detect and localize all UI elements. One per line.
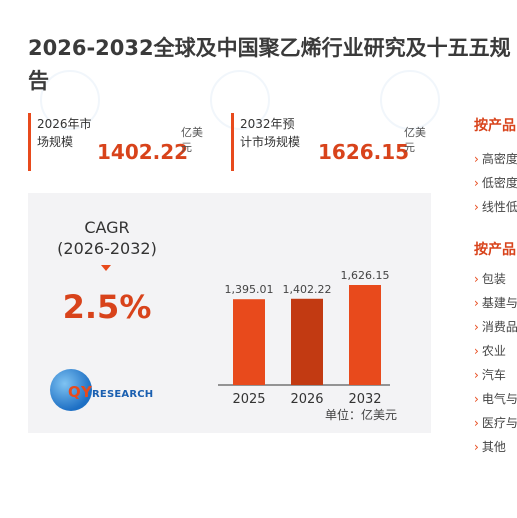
cagr-period: (2026-2032) [57,239,157,258]
sidebar-item-label: 低密度 [481,176,517,190]
sidebar-item-label: 其他 [481,440,506,454]
sidebar-item[interactable]: › 其他 [474,435,517,459]
stat-2026-market-size: 2026年市场规模 1402.22 亿美元 [28,113,223,171]
qyresearch-logo: QYRESEARCH [50,369,160,413]
sidebar-item[interactable]: › 低密度 [474,171,517,195]
sidebar-item-label: 汽车 [481,368,506,382]
sidebar-item[interactable]: › 高密度 [474,147,517,171]
page-title-line-2: 告 [28,69,49,93]
sidebar-section-application: 按产品 › 包装 › 基建与 › 消费品 › 农业 › 汽车 › 电气与 › 医疗与 › 其他 [474,239,517,459]
cagr-label: CAGR [84,218,130,237]
chevron-right-icon: › [474,152,479,166]
sidebar-item-label: 包装 [481,272,506,286]
page-title: 2026-2032全球及中国聚乙烯行业研究及十五五规 告 [28,32,517,98]
chevron-right-icon: › [474,368,479,382]
page-title-line-1: 2026-2032全球及中国聚乙烯行业研究及十五五规 [28,36,511,60]
sidebar-item-label: 基建与 [481,296,517,310]
chevron-right-icon: › [474,344,479,358]
stat-2032-forecast-market-size: 2032年预计市场规模 1626.15 亿美元 [231,113,441,171]
sidebar-heading: 按产品 [474,118,516,134]
sidebar-item[interactable]: › 农业 [474,339,517,363]
chart-data-label: 1,395.01 [225,283,274,296]
chart-category-label: 2026 [290,392,323,407]
sidebar-item-label: 高密度 [481,152,517,166]
sidebar-item[interactable]: › 线性低 [474,195,517,219]
cagr-block: CAGR (2026-2032) [52,217,162,259]
stat-value: 1402.22 [97,140,189,164]
logo-text: QYRESEARCH [68,383,153,401]
sidebar-item-label: 农业 [481,344,506,358]
sidebar-section-product-type: 按产品 › 高密度 › 低密度 › 线性低 [474,115,517,219]
sidebar-item-label: 医疗与 [481,416,517,430]
stat-value: 1626.15 [318,140,410,164]
stat-label: 2032年预计市场规模 [240,117,301,149]
chevron-right-icon: › [474,416,479,430]
stat-label: 2026年市场规模 [37,117,92,149]
chevron-right-icon: › [474,440,479,454]
cagr-arrow-icon [101,265,111,271]
sidebar-item-label: 消费品 [481,320,517,334]
logo-text-prefix: QY [68,383,93,401]
market-chart-panel: CAGR (2026-2032) 2.5% QYRESEARCH 1,395.0… [28,193,431,433]
chart-bar-2026 [291,298,323,385]
sidebar: 按产品 › 高密度 › 低密度 › 线性低 按产品 › 包装 › 基建与 › 消费品 › 农业… [474,115,517,459]
chevron-right-icon: › [474,392,479,406]
chevron-right-icon: › [474,200,479,214]
sidebar-item-label: 电气与 [481,392,517,406]
chevron-right-icon: › [474,320,479,334]
chevron-right-icon: › [474,176,479,190]
sidebar-item-label: 线性低 [481,200,517,214]
chart-category-label: 2025 [232,392,265,407]
chart-bar-2032 [349,285,381,385]
chevron-right-icon: › [474,272,479,286]
cagr-value: 2.5% [62,288,152,326]
sidebar-item[interactable]: › 医疗与 [474,411,517,435]
logo-text-suffix: RESEARCH [92,389,154,400]
sidebar-item[interactable]: › 电气与 [474,387,517,411]
globe-icon [50,369,92,411]
unit-note: 单位：亿美元 [325,408,398,422]
sidebar-item[interactable]: › 消费品 [474,315,517,339]
chart-bar-2025 [233,299,265,385]
stat-unit: 亿美元 [181,126,203,154]
sidebar-item[interactable]: › 汽车 [474,363,517,387]
sidebar-item[interactable]: › 包装 [474,267,517,291]
sidebar-heading: 按产品 [474,242,516,258]
stat-unit: 亿美元 [404,126,426,154]
sidebar-item[interactable]: › 基建与 [474,291,517,315]
market-size-bar-chart: 1,395.01 2025 1,402.22 2026 1,626.15 2032 [218,269,390,407]
chart-category-label: 2032 [348,392,381,407]
chart-data-label: 1,626.15 [341,269,390,282]
chevron-right-icon: › [474,296,479,310]
chart-data-label: 1,402.22 [283,283,332,296]
